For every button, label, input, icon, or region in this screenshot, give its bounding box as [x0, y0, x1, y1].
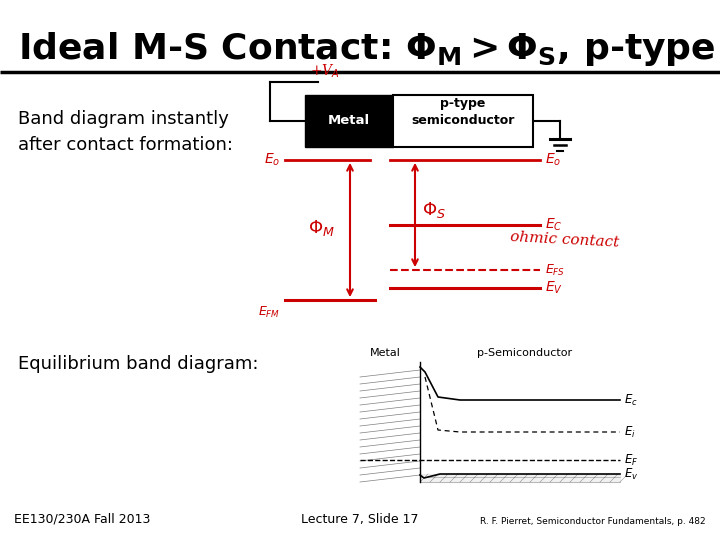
Bar — [305, 95, 393, 147]
Text: Lecture 7, Slide 17: Lecture 7, Slide 17 — [301, 513, 419, 526]
Text: R. F. Pierret, Semiconductor Fundamentals, p. 482: R. F. Pierret, Semiconductor Fundamental… — [480, 517, 706, 526]
Text: $\Phi_S$: $\Phi_S$ — [422, 200, 446, 220]
Text: Ideal M-S Contact: $\mathbf{\Phi_M}$$\mathbf{>}$$\mathbf{\Phi_S}$, p-type: Ideal M-S Contact: $\mathbf{\Phi_M}$$\ma… — [18, 30, 716, 68]
Text: p-Semiconductor: p-Semiconductor — [477, 348, 572, 358]
Text: $E_V$: $E_V$ — [545, 280, 563, 296]
Text: $\Phi_M$: $\Phi_M$ — [308, 218, 335, 238]
Text: $E_F$: $E_F$ — [624, 453, 638, 468]
Text: $E_o$: $E_o$ — [264, 152, 280, 168]
Text: $E_c$: $E_c$ — [624, 393, 638, 408]
Text: $E_{FS}$: $E_{FS}$ — [545, 262, 565, 278]
Text: $E_o$: $E_o$ — [545, 152, 562, 168]
Text: ohmic contact: ohmic contact — [510, 230, 620, 250]
Text: $E_i$: $E_i$ — [624, 424, 636, 440]
Text: $E_v$: $E_v$ — [624, 467, 639, 482]
Polygon shape — [420, 474, 620, 482]
Text: +V$_A$: +V$_A$ — [310, 63, 340, 80]
Text: p-type
semiconductor: p-type semiconductor — [411, 98, 515, 126]
Text: $E_{FM}$: $E_{FM}$ — [258, 305, 280, 320]
Text: Metal: Metal — [328, 114, 370, 127]
Bar — [393, 95, 533, 147]
Text: $E_C$: $E_C$ — [545, 217, 562, 233]
Text: Band diagram instantly
after contact formation:: Band diagram instantly after contact for… — [18, 110, 233, 154]
Text: Equilibrium band diagram:: Equilibrium band diagram: — [18, 355, 258, 373]
Text: EE130/230A Fall 2013: EE130/230A Fall 2013 — [14, 513, 150, 526]
Text: Metal: Metal — [369, 348, 400, 358]
